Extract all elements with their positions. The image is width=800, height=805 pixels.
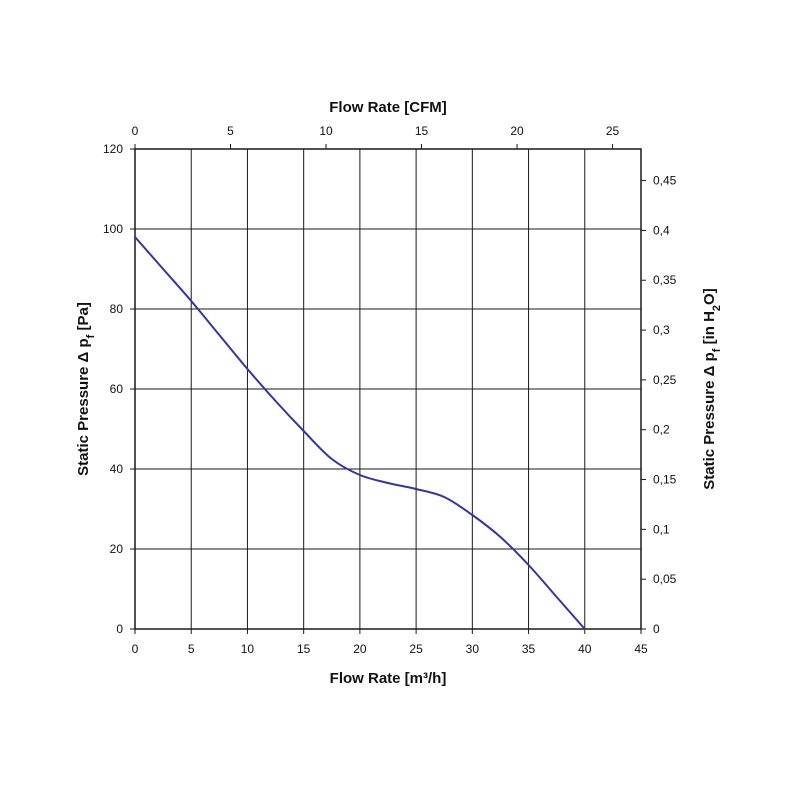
y-left-tick-label: 0: [116, 622, 123, 636]
ticks: 0 5 10 15 20 25 30 35 40 45 0 5 10 15 20 25 0 20 40 60 80 100…: [103, 124, 677, 656]
x-bottom-tick-label: 20: [353, 642, 367, 656]
y-right-tick-label: 0,35: [653, 273, 677, 287]
series-line: [134, 236, 586, 630]
x-top-tick-label: 10: [319, 124, 333, 138]
y-left-tick-label: 20: [110, 542, 124, 556]
y-right-tick-label: 0,3: [653, 323, 670, 337]
x-bottom-tick-label: 15: [297, 642, 311, 656]
x-bottom-tick-label: 35: [522, 642, 536, 656]
y-axis-right-title-unit-sub: 2: [711, 305, 723, 311]
x-top-tick-label: 25: [606, 124, 620, 138]
grid: [135, 149, 641, 629]
y-axis-right-title-main: Static Pressure Δ p: [701, 352, 718, 490]
y-right-tick-label: 0,25: [653, 373, 677, 387]
y-right-tick-label: 0: [653, 622, 660, 636]
x-bottom-tick-label: 40: [578, 642, 592, 656]
x-top-tick-label: 0: [132, 124, 139, 138]
y-left-tick-label: 120: [103, 142, 123, 156]
x-bottom-tick-label: 25: [409, 642, 423, 656]
y-left-tick-label: 80: [110, 302, 124, 316]
y-axis-left-title: Static Pressure Δ pf [Pa]: [75, 302, 97, 476]
x-axis-top-title: Flow Rate [CFM]: [329, 99, 447, 116]
y-axis-left-title-sub: f: [85, 334, 97, 338]
y-right-tick-label: 0,45: [653, 174, 677, 188]
x-axis-bottom-title: Flow Rate [m³/h]: [330, 670, 447, 687]
x-top-tick-label: 20: [510, 124, 524, 138]
y-left-tick-label: 60: [110, 382, 124, 396]
y-axis-right-title: Static Pressure Δ pf [in H2O]: [701, 288, 723, 489]
y-axis-left-title-unit: [Pa]: [75, 302, 92, 335]
y-axis-left-title-main: Static Pressure Δ p: [75, 338, 92, 476]
y-left-tick-label: 100: [103, 222, 123, 236]
series-layer: [134, 236, 586, 630]
y-axis-right-title-unit-pre: [in H: [701, 311, 718, 349]
x-top-tick-label: 15: [415, 124, 429, 138]
x-bottom-tick-label: 10: [241, 642, 255, 656]
y-right-tick-label: 0,1: [653, 522, 670, 536]
y-left-tick-label: 40: [110, 462, 124, 476]
x-bottom-tick-label: 45: [634, 642, 648, 656]
y-right-tick-label: 0,2: [653, 423, 670, 437]
y-right-tick-label: 0,05: [653, 572, 677, 586]
x-top-tick-label: 5: [227, 124, 234, 138]
x-bottom-tick-label: 5: [188, 642, 195, 656]
x-bottom-tick-label: 0: [132, 642, 139, 656]
y-axis-right-title-sub: f: [711, 348, 723, 352]
y-right-tick-label: 0,15: [653, 473, 677, 487]
y-axis-right-title-unit-post: O]: [701, 288, 718, 305]
x-bottom-tick-label: 30: [466, 642, 480, 656]
y-right-tick-label: 0,4: [653, 223, 670, 237]
